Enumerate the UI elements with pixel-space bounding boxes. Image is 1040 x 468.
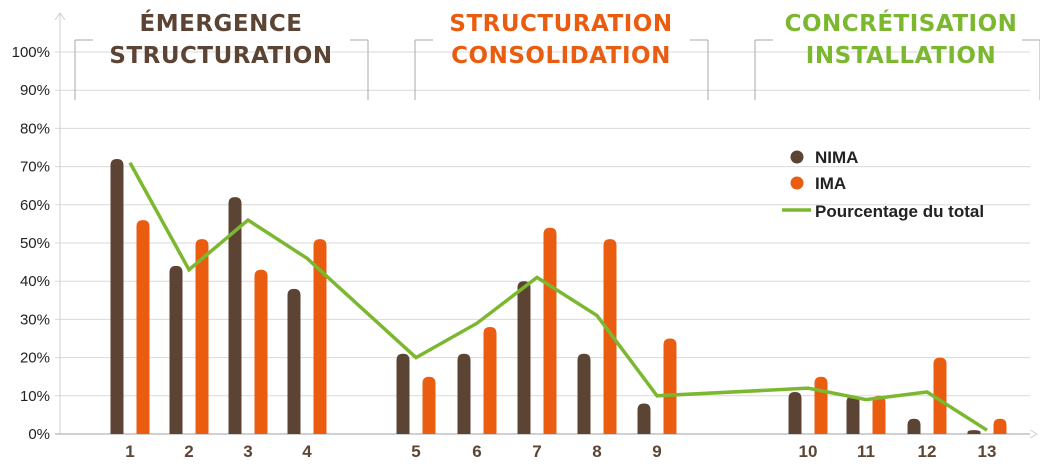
bar-nima (967, 430, 981, 434)
y-tick-label: 20% (20, 350, 50, 367)
bar-ima (933, 357, 947, 434)
legend-label: Pourcentage du total (815, 202, 984, 221)
y-tick-label: 10% (20, 388, 50, 405)
legend-layer: NIMA IMA Pourcentage du total (782, 148, 984, 221)
y-tick-label: 50% (20, 235, 50, 252)
bar-nima (637, 403, 651, 434)
bar-nima (577, 353, 591, 434)
x-tick-label: 2 (184, 442, 193, 461)
bar-ima (422, 376, 436, 434)
phase-layer: ÉMERGENCE STRUCTURATION STRUCTURATION CONSO… (74, 9, 1040, 100)
phase-title-line1: ÉMERGENCE (140, 9, 303, 37)
bar-nima (169, 265, 183, 434)
x-tick-label: 13 (978, 442, 997, 461)
x-tick-label: 4 (302, 442, 312, 461)
legend-swatch (790, 176, 804, 190)
y-axis-arrow (54, 12, 66, 21)
y-tick-label: 40% (20, 273, 50, 290)
bar-ima (663, 338, 677, 434)
bar-layer (110, 158, 1007, 434)
phase-title-line2: CONSOLIDATION (451, 43, 671, 69)
bar-nima (228, 197, 242, 434)
y-tick-label: 70% (20, 159, 50, 176)
bar-ima (543, 227, 557, 434)
legend-swatch (790, 150, 804, 164)
x-tick-label: 1 (125, 442, 134, 461)
bar-nima (287, 288, 301, 434)
y-tick-label: 30% (20, 311, 50, 328)
x-tick-label: 6 (472, 442, 481, 461)
bar-nima (457, 353, 471, 434)
x-tick-label: 5 (411, 442, 420, 461)
y-tick-label: 80% (20, 120, 50, 137)
axis-layer: 0% 10% 20% 30% 40% 50% 60% 70% 80% 90% 100% (12, 12, 1039, 443)
bar-ima (603, 239, 617, 434)
y-tick-label: 0% (28, 426, 50, 443)
y-tick-label: 100% (12, 44, 50, 61)
grid-layer (55, 51, 1030, 397)
phase-title-line1: CONCRÉTISATION (785, 9, 1018, 37)
bar-nima (110, 158, 124, 434)
bar-nima (907, 418, 921, 434)
bar-nima (788, 391, 802, 434)
bar-nima (846, 395, 860, 434)
bar-ima (483, 327, 497, 434)
bar-nima (517, 281, 531, 434)
legend-label: NIMA (815, 148, 858, 167)
phase-title-line1: STRUCTURATION (449, 11, 672, 37)
y-tick-label: 60% (20, 197, 50, 214)
bar-ima (136, 220, 150, 434)
bar-ima (313, 239, 327, 434)
bar-ima (993, 418, 1007, 434)
line-layer (128, 161, 988, 432)
x-tick-label: 10 (799, 442, 818, 461)
x-axis-arrow (1029, 429, 1039, 439)
x-tick-label: 9 (652, 442, 661, 461)
legend-label: IMA (815, 174, 846, 193)
y-tick-label: 90% (20, 82, 50, 99)
bar-ima (254, 269, 268, 434)
bar-ima (814, 376, 828, 434)
xtick-layer: 1 2 3 4 5 6 7 8 9 10 11 12 13 (125, 442, 996, 461)
bar-nima (396, 353, 410, 434)
phase-title-line2: INSTALLATION (806, 43, 996, 69)
bar-ima (195, 239, 209, 434)
x-tick-label: 7 (532, 442, 541, 461)
line-series-total (128, 161, 988, 432)
x-tick-label: 8 (592, 442, 601, 461)
x-tick-label: 12 (918, 442, 937, 461)
phase-title-line2: STRUCTURATION (109, 43, 332, 69)
x-tick-label: 11 (857, 442, 875, 461)
x-tick-label: 3 (243, 442, 252, 461)
bar-ima (872, 395, 886, 434)
